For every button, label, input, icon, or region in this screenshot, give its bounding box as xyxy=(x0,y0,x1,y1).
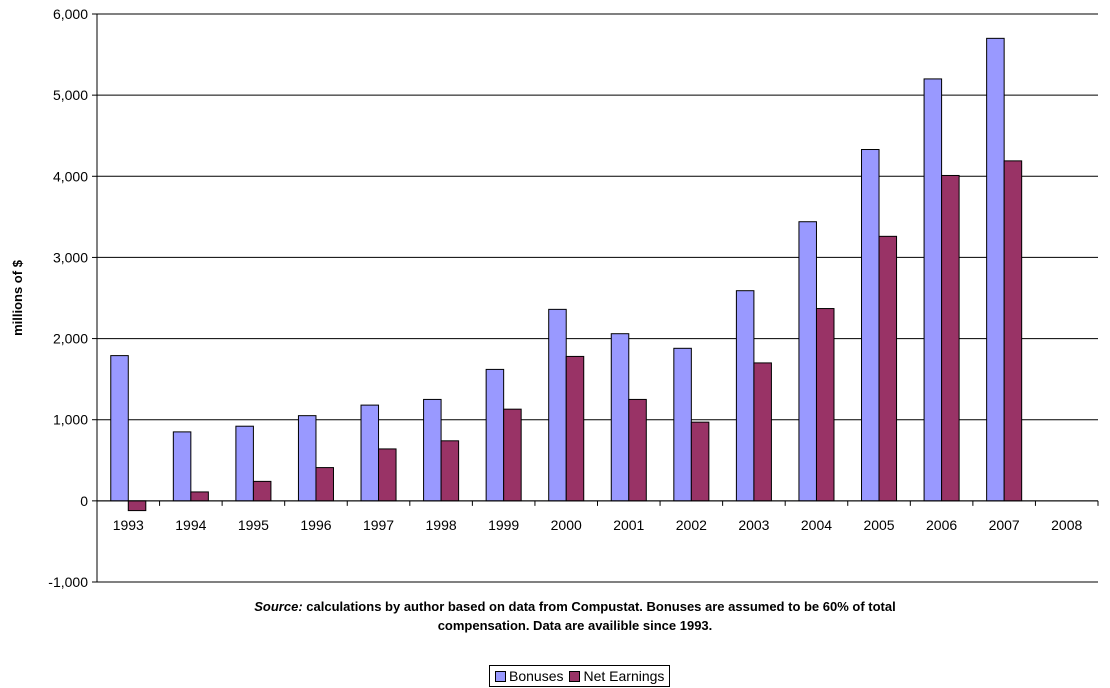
x-tick-label: 2002 xyxy=(676,517,707,533)
bar-bonuses xyxy=(110,355,129,502)
bar-bonuses xyxy=(423,398,442,502)
legend-item-bonuses: Bonuses xyxy=(495,668,563,684)
bar-net-earnings xyxy=(440,440,460,502)
x-tick-label: 2001 xyxy=(613,517,644,533)
bar-net-earnings xyxy=(941,174,960,502)
bar-net-earnings xyxy=(190,491,209,502)
bar-bonuses xyxy=(548,308,567,502)
x-tick-label: 2008 xyxy=(1051,517,1082,533)
x-tick-label: 2004 xyxy=(801,517,832,533)
bar-net-earnings xyxy=(815,308,835,502)
legend-label-bonuses: Bonuses xyxy=(509,668,564,684)
x-tick-label: 2006 xyxy=(926,517,957,533)
legend: Bonuses Net Earnings xyxy=(489,665,671,687)
bar-bonuses xyxy=(610,333,630,502)
bar-bonuses xyxy=(485,368,505,502)
bar-net-earnings xyxy=(753,362,772,502)
y-tick-label: 2,000 xyxy=(53,331,88,347)
x-tick-label: 1996 xyxy=(300,517,331,533)
bar-net-earnings xyxy=(378,448,397,502)
bar-bonuses xyxy=(923,78,943,502)
bar-net-earnings xyxy=(1003,160,1023,502)
x-tick-label: 2000 xyxy=(551,517,582,533)
legend-swatch-net-earnings xyxy=(569,670,581,682)
legend-label-net-earnings: Net Earnings xyxy=(583,668,665,684)
bar-bonuses xyxy=(735,290,755,502)
bar-bonuses xyxy=(986,37,1005,502)
bar-bonuses xyxy=(673,347,692,502)
y-tick-label: 0 xyxy=(80,493,88,509)
source-label: Source: xyxy=(254,599,303,614)
bar-bonuses xyxy=(172,431,192,502)
y-tick-label: 4,000 xyxy=(53,168,88,184)
x-tick-label: 2005 xyxy=(863,517,894,533)
x-tick-label: 1993 xyxy=(113,517,144,533)
source-line-1: calculations by author based on data fro… xyxy=(306,599,896,614)
bar-net-earnings xyxy=(252,480,272,502)
bar-chart: -1,000 0 1,000 2,000 3,000 4,000 5,000 6,000 mil… xyxy=(10,6,1099,590)
bar-bonuses xyxy=(297,415,317,502)
bar-net-earnings xyxy=(565,355,585,502)
bar-bonuses xyxy=(235,425,254,502)
bar-net-earnings xyxy=(127,500,147,512)
bar-bonuses xyxy=(360,404,380,502)
y-tick-label: -1,000 xyxy=(48,574,88,590)
source-note: Source: calculations by author based on … xyxy=(180,597,970,635)
bar-net-earnings xyxy=(503,408,522,502)
x-tick-label: 1997 xyxy=(363,517,394,533)
bar-bonuses xyxy=(798,221,817,502)
y-tick-label: 3,000 xyxy=(53,249,88,265)
y-tick-label: 6,000 xyxy=(53,6,88,22)
x-tick-label: 2003 xyxy=(738,517,769,533)
source-line-2: compensation. Data are availible since 1… xyxy=(437,618,713,633)
bar-bonuses xyxy=(861,149,880,502)
bar-net-earnings xyxy=(628,398,647,502)
bar-net-earnings xyxy=(690,421,710,502)
x-tick-label: 1999 xyxy=(488,517,519,533)
x-tick-label: 1995 xyxy=(238,517,269,533)
bar-net-earnings xyxy=(878,235,898,502)
legend-swatch-bonuses xyxy=(495,670,506,682)
y-axis-title: millions of $ xyxy=(10,259,25,336)
y-tick-label: 5,000 xyxy=(53,87,88,103)
legend-item-net-earnings: Net Earnings xyxy=(569,668,664,684)
y-tick-label: 1,000 xyxy=(53,412,88,428)
bar-net-earnings xyxy=(315,467,334,502)
x-tick-label: 2007 xyxy=(989,517,1020,533)
x-tick-label: 1998 xyxy=(426,517,457,533)
x-tick-label: 1994 xyxy=(175,517,206,533)
